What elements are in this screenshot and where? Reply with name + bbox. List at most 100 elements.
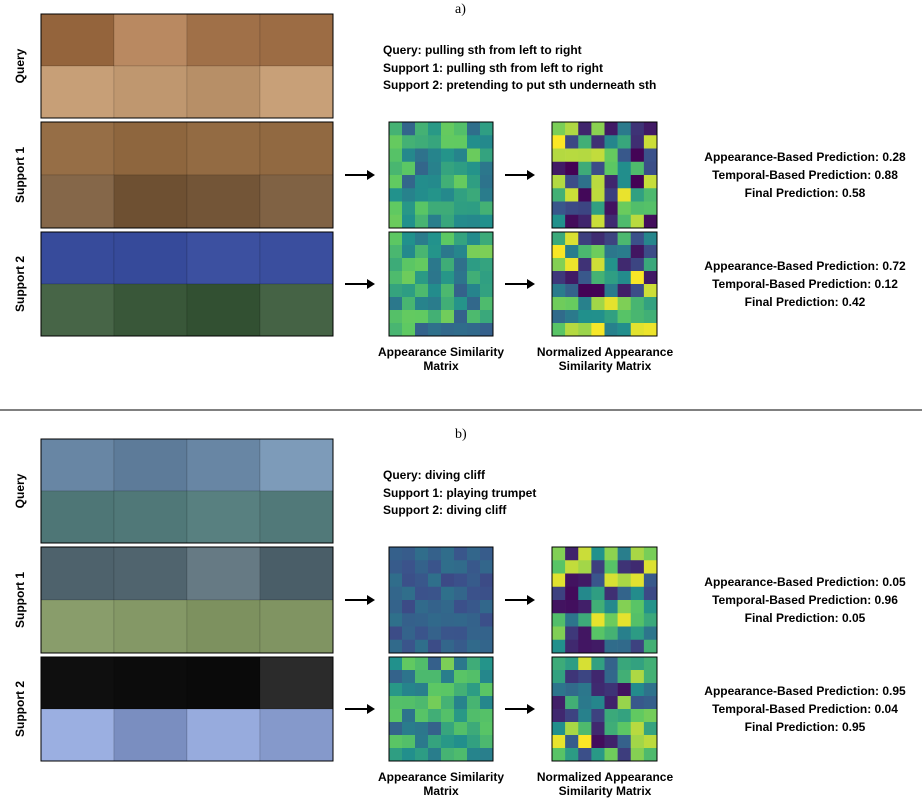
matrix-cell: [631, 135, 644, 149]
matrix-cell: [402, 696, 415, 709]
matrix-cell: [402, 271, 415, 284]
matrix-cell: [454, 162, 467, 176]
matrix-cell: [591, 547, 604, 561]
matrix-cell: [467, 574, 480, 588]
matrix-cell: [578, 613, 591, 627]
matrix-cell: [389, 627, 402, 641]
matrix-cell: [480, 232, 493, 245]
matrix-cell: [480, 245, 493, 258]
matrix-cell: [552, 748, 565, 761]
matrix-cell: [565, 670, 578, 683]
matrix-cell: [644, 735, 657, 748]
matrix-cell: [578, 323, 591, 336]
matrix-cell: [441, 640, 454, 654]
matrix-cell: [631, 122, 644, 136]
matrix-cell: [591, 310, 604, 323]
matrix-cell: [441, 574, 454, 588]
matrix-cell: [565, 258, 578, 271]
class-label: Support 1: playing trumpet: [383, 486, 536, 500]
matrix-cell: [428, 613, 441, 627]
matrix-cell: [402, 245, 415, 258]
matrix-cell: [552, 547, 565, 561]
matrix-cell: [441, 709, 454, 722]
matrix-cell: [467, 613, 480, 627]
matrix-cell: [565, 613, 578, 627]
matrix-cell: [415, 310, 428, 323]
matrix-cell: [605, 188, 618, 202]
matrix-cell: [415, 215, 428, 229]
matrix-cell: [618, 748, 631, 761]
matrix-cell: [618, 640, 631, 654]
matrix-cell: [578, 232, 591, 245]
matrix-cell: [591, 175, 604, 189]
prediction: Appearance-Based Prediction: 0.72: [675, 257, 922, 275]
matrix-cell: [631, 613, 644, 627]
matrix-cell: [467, 683, 480, 696]
matrix-cell: [454, 258, 467, 271]
matrix-cell: [644, 600, 657, 614]
matrix-cell: [415, 574, 428, 588]
matrix-cell: [565, 162, 578, 176]
matrix-cell: [415, 271, 428, 284]
matrix-cell: [552, 202, 565, 216]
matrix-cell: [480, 722, 493, 735]
matrix-cell: [402, 640, 415, 654]
matrix-cell: [480, 310, 493, 323]
matrix-cell: [454, 683, 467, 696]
matrix-cell: [591, 149, 604, 163]
matrix-cell: [480, 735, 493, 748]
matrix-cell: [389, 748, 402, 761]
matrix-cell: [552, 135, 565, 149]
matrix-cell: [428, 587, 441, 601]
matrix-cell: [480, 547, 493, 561]
matrix-cell: [591, 748, 604, 761]
matrix-cell: [454, 670, 467, 683]
matrix-cell: [591, 574, 604, 588]
matrix-cell: [428, 748, 441, 761]
matrix-cell: [605, 587, 618, 601]
matrix-cell: [389, 232, 402, 245]
matrix-cell: [618, 188, 631, 202]
matrix-cell: [454, 175, 467, 189]
matrix-cell: [618, 627, 631, 641]
matrix-cell: [605, 613, 618, 627]
matrix-cell: [480, 748, 493, 761]
matrix-cell: [644, 709, 657, 722]
matrix-cell: [578, 175, 591, 189]
matrix-cell: [441, 683, 454, 696]
matrix-cell: [415, 587, 428, 601]
matrix-cell: [578, 574, 591, 588]
matrix-cell: [578, 560, 591, 574]
matrix-cell: [480, 627, 493, 641]
matrix-cell: [415, 657, 428, 670]
matrix-cell: [618, 310, 631, 323]
matrix-cell: [441, 613, 454, 627]
video-frame: [260, 66, 333, 118]
matrix-cell: [454, 232, 467, 245]
matrix-cell: [480, 297, 493, 310]
matrix-cell: [565, 683, 578, 696]
video-frame: [114, 657, 187, 709]
matrix-cell: [605, 683, 618, 696]
matrix-cell: [389, 271, 402, 284]
matrix-cell: [618, 683, 631, 696]
matrix-cell: [402, 709, 415, 722]
matrix-cell: [644, 547, 657, 561]
video-frame: [260, 175, 333, 228]
matrix-cell: [565, 245, 578, 258]
matrix-cell: [644, 135, 657, 149]
matrix-cell: [454, 560, 467, 574]
matrix-cell: [454, 188, 467, 202]
matrix-cell: [389, 175, 402, 189]
matrix-cell: [454, 600, 467, 614]
matrix-cell: [389, 202, 402, 216]
matrix-cell: [389, 735, 402, 748]
video-frame: [260, 709, 333, 761]
video-frame: [260, 547, 333, 600]
matrix-cell: [631, 735, 644, 748]
matrix-cell: [467, 670, 480, 683]
matrix-cell: [441, 135, 454, 149]
matrix-cell: [565, 202, 578, 216]
matrix-cell: [428, 175, 441, 189]
matrix-cell: [631, 748, 644, 761]
